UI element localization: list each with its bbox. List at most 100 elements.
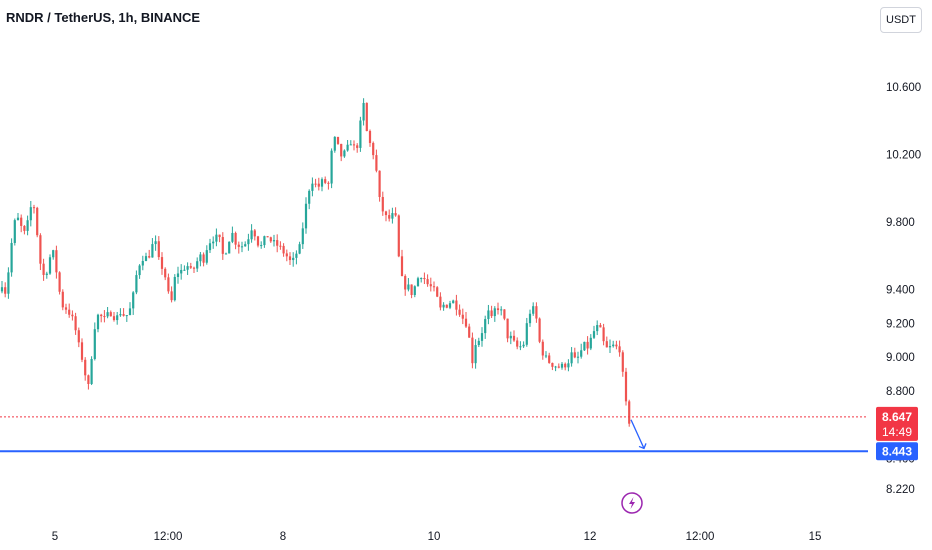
candle-body <box>231 232 234 242</box>
candle-body <box>186 266 189 270</box>
candle-body <box>599 325 602 328</box>
candle-body <box>324 179 327 183</box>
candle-body <box>400 256 404 277</box>
current-price-tag <box>876 406 918 441</box>
candle-body <box>279 245 282 247</box>
candle-body <box>468 326 471 338</box>
candle-body <box>327 182 330 184</box>
candle-body <box>13 220 16 243</box>
candle-body <box>52 250 55 258</box>
candle-body <box>589 337 592 349</box>
candle-body <box>84 359 87 376</box>
candle-body <box>484 319 487 334</box>
candle-body <box>442 304 445 308</box>
horizontal-line-tag <box>876 442 918 461</box>
candle-body <box>356 145 359 148</box>
horizontal-line-value: 8.443 <box>882 444 912 458</box>
candle-body <box>407 284 410 290</box>
candle-body <box>128 308 132 316</box>
y-tick-label: 10.600 <box>886 82 921 94</box>
candle-body <box>628 401 631 424</box>
candle-body <box>618 346 621 353</box>
y-tick-label: 9.800 <box>886 217 915 229</box>
candle-body <box>317 183 320 187</box>
candle-body <box>244 244 247 247</box>
candle-body <box>352 144 356 146</box>
candle-body <box>100 314 103 317</box>
candle-body <box>519 346 522 348</box>
arrow-head <box>638 443 647 450</box>
symbol-title[interactable]: RNDR / TetherUS, 1h, BINANCE <box>6 10 201 25</box>
x-tick-label: 10 <box>428 531 441 543</box>
candle-body <box>218 234 221 238</box>
candle-body <box>621 352 624 372</box>
candle-body <box>189 266 192 268</box>
candle-body <box>160 257 164 269</box>
candle-body <box>26 220 29 231</box>
candle-body <box>375 155 378 171</box>
candle-body <box>39 235 42 264</box>
candle-body <box>68 309 71 315</box>
candle-body <box>304 203 308 229</box>
candle-body <box>461 314 464 319</box>
candle-body <box>263 236 266 246</box>
price-axis[interactable]: 10.60010.2009.8009.4009.2009.0008.8008.4… <box>886 82 921 496</box>
candle-body <box>138 265 141 276</box>
y-tick-label: 8.800 <box>886 386 915 398</box>
candle-body <box>157 241 160 258</box>
candle-body <box>96 314 100 330</box>
candle-body <box>410 284 413 295</box>
candle-body <box>596 325 599 332</box>
y-tick-label: 9.000 <box>886 352 915 364</box>
candle-body <box>298 244 301 254</box>
candle-body <box>269 237 272 242</box>
time-axis[interactable]: 5 12:00 8 10 12 12:00 15 <box>52 531 822 543</box>
candle-body <box>448 303 452 308</box>
lightning-icon[interactable] <box>621 492 643 514</box>
candle-body <box>135 275 138 293</box>
candle-body <box>276 240 279 246</box>
candle-body <box>532 306 535 314</box>
currency-button[interactable]: USDT <box>880 7 922 33</box>
candle-body <box>423 278 426 280</box>
candle-body <box>592 331 596 338</box>
candle-body <box>420 278 423 280</box>
candle-body <box>560 363 564 368</box>
candles-group <box>0 98 631 427</box>
candle-body <box>580 350 583 357</box>
candle-body <box>176 273 180 277</box>
candle-countdown: 14:49 <box>882 425 912 439</box>
candle-body <box>615 344 618 347</box>
down-arrow-drawing[interactable] <box>630 419 647 450</box>
candle-body <box>583 341 586 351</box>
candle-body <box>336 136 340 144</box>
candle-body <box>0 287 4 292</box>
candle-body <box>439 296 442 308</box>
candle-body <box>320 179 324 187</box>
candle-body <box>202 254 205 263</box>
candle-body <box>381 196 384 212</box>
candle-body <box>109 312 112 317</box>
candle-body <box>445 304 448 308</box>
y-tick-label: 10.200 <box>886 150 921 162</box>
candle-body <box>196 261 199 269</box>
candle-body <box>602 327 605 342</box>
candle-body <box>45 273 48 275</box>
candle-body <box>58 272 61 292</box>
candle-body <box>10 242 13 273</box>
candle-body <box>509 335 512 339</box>
candle-body <box>416 278 420 287</box>
candle-body <box>87 375 90 384</box>
candle-body <box>122 314 125 316</box>
candle-body <box>292 257 295 261</box>
candle-body <box>7 272 10 294</box>
candle-body <box>487 310 490 320</box>
candle-body <box>308 190 311 204</box>
candle-body <box>221 237 224 254</box>
candle-body <box>250 230 253 240</box>
candle-body <box>112 316 116 321</box>
candle-body <box>429 284 432 287</box>
candle-body <box>576 356 580 358</box>
candle-body <box>103 316 106 318</box>
